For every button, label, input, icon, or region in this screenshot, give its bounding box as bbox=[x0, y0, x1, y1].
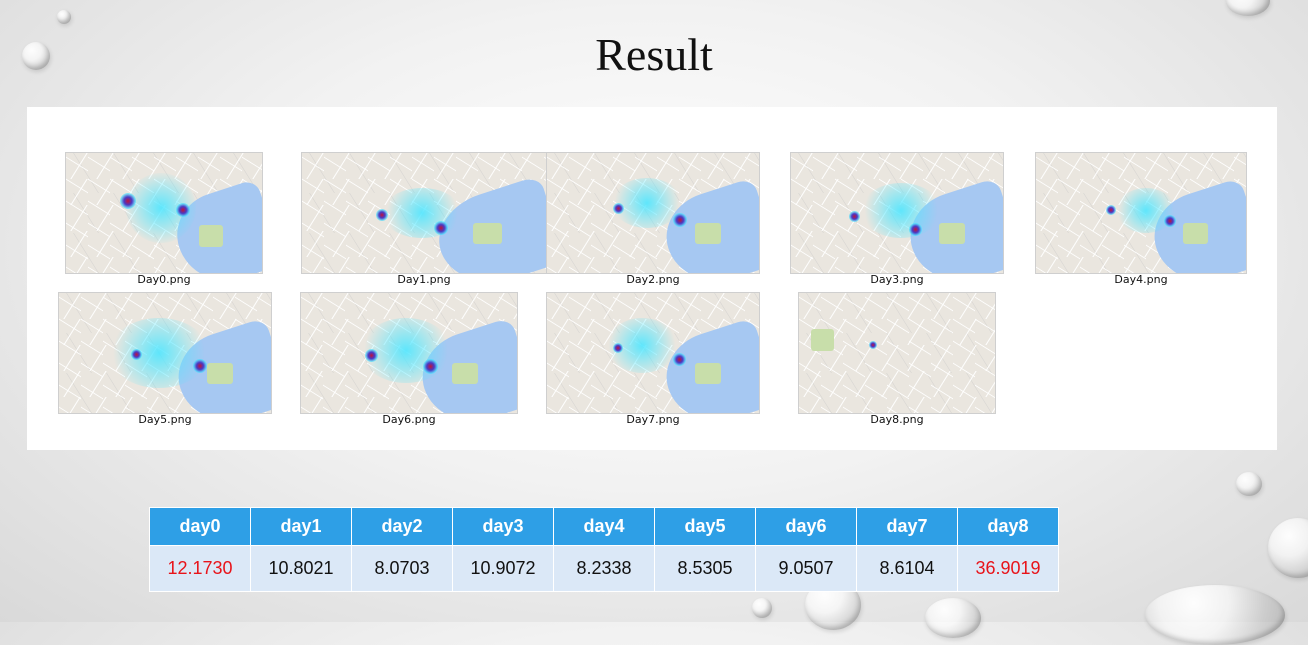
table-header-cell: day0 bbox=[149, 507, 251, 546]
water-drop-decoration bbox=[57, 10, 71, 24]
table-cell: 10.9072 bbox=[452, 545, 554, 592]
table-header-cell: day6 bbox=[755, 507, 857, 546]
water-drop-decoration bbox=[1145, 585, 1285, 645]
heatmap-map-image bbox=[546, 292, 760, 414]
table-header-cell: day1 bbox=[250, 507, 352, 546]
image-caption: Day2.png bbox=[626, 273, 680, 286]
water-drop-decoration bbox=[752, 598, 772, 618]
heatmap-map-image bbox=[790, 152, 1004, 274]
table-cell: 9.0507 bbox=[755, 545, 857, 592]
heatmap-map-image bbox=[58, 292, 272, 414]
table-cell: 10.8021 bbox=[250, 545, 352, 592]
table-header-cell: day8 bbox=[957, 507, 1059, 546]
water-drop-decoration bbox=[22, 42, 50, 70]
table-cell: 12.1730 bbox=[149, 545, 251, 592]
heatmap-map-image bbox=[1035, 152, 1247, 274]
image-caption: Day4.png bbox=[1114, 273, 1168, 286]
image-caption: Day1.png bbox=[397, 273, 451, 286]
water-drop-decoration bbox=[925, 598, 981, 638]
heatmap-map-image bbox=[301, 152, 547, 274]
image-caption: Day6.png bbox=[382, 413, 436, 426]
table-cell: 8.6104 bbox=[856, 545, 958, 592]
table-header-cell: day5 bbox=[654, 507, 756, 546]
water-drop-decoration bbox=[1236, 472, 1262, 496]
table-header-cell: day2 bbox=[351, 507, 453, 546]
day-values-table: day0 day1 day2 day3 day4 day5 day6 day7 … bbox=[149, 507, 1059, 592]
table-cell: 36.9019 bbox=[957, 545, 1059, 592]
image-caption: Day7.png bbox=[626, 413, 680, 426]
image-caption: Day5.png bbox=[138, 413, 192, 426]
page-title: Result bbox=[595, 29, 713, 80]
table-row: 12.1730 10.8021 8.0703 10.9072 8.2338 8.… bbox=[149, 545, 1059, 592]
table-header-cell: day3 bbox=[452, 507, 554, 546]
table-header-row: day0 day1 day2 day3 day4 day5 day6 day7 … bbox=[149, 507, 1059, 546]
heatmap-map-image bbox=[798, 292, 996, 414]
table-header-cell: day4 bbox=[553, 507, 655, 546]
table-cell: 8.2338 bbox=[553, 545, 655, 592]
heatmap-map-image bbox=[65, 152, 263, 274]
table-cell: 8.0703 bbox=[351, 545, 453, 592]
water-drop-decoration bbox=[1226, 0, 1270, 16]
image-caption: Day3.png bbox=[870, 273, 924, 286]
heatmap-map-image bbox=[300, 292, 518, 414]
heatmap-map-image bbox=[546, 152, 760, 274]
water-drop-decoration bbox=[1268, 518, 1308, 578]
image-caption: Day8.png bbox=[870, 413, 924, 426]
table-header-cell: day7 bbox=[856, 507, 958, 546]
table-cell: 8.5305 bbox=[654, 545, 756, 592]
image-gallery-panel: Day0.png Day1.png Day2.png Day3.png bbox=[27, 107, 1277, 450]
image-caption: Day0.png bbox=[137, 273, 191, 286]
